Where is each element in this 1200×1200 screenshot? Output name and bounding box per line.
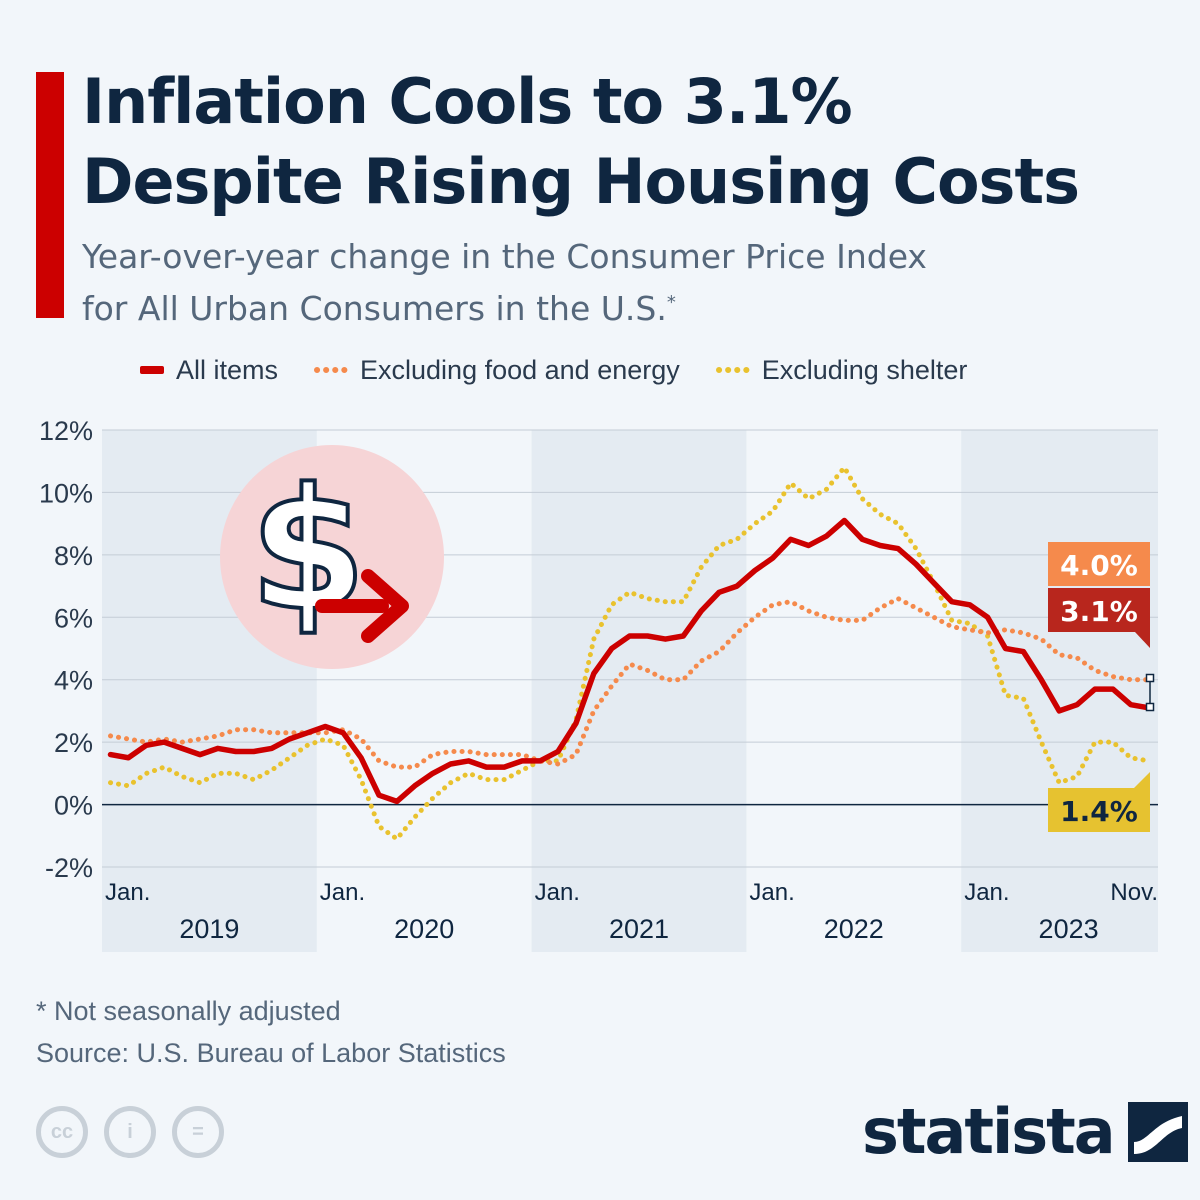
subtitle-line-2-wrap: for All Urban Consumers in the U.S.* <box>82 280 1162 332</box>
license-icons: cc i = <box>36 1106 224 1158</box>
title-line-1: Inflation Cools to 3.1% <box>82 65 853 138</box>
subtitle-line-2: for All Urban Consumers in the U.S. <box>82 289 667 328</box>
end-label-core-text: 4.0% <box>1060 549 1138 582</box>
y-tick-label: 10% <box>39 478 93 508</box>
footnote-block: * Not seasonally adjusted Source: U.S. B… <box>36 990 506 1074</box>
title-line-2: Despite Rising Housing Costs <box>82 145 1080 218</box>
dollar-down-arrow-icon: $ <box>220 445 444 669</box>
line-core <box>108 596 1152 770</box>
legend-swatch-core <box>314 367 349 373</box>
x-month-label: Jan. <box>749 879 794 906</box>
legend-item-ex-shelter: Excluding shelter <box>715 354 968 386</box>
cc-icon[interactable]: cc <box>36 1106 88 1158</box>
accent-bar <box>36 72 64 318</box>
x-year-label: 2020 <box>394 914 454 944</box>
y-tick-label: 0% <box>54 791 93 821</box>
x-year-label: 2021 <box>609 914 669 944</box>
subtitle-line-1: Year-over-year change in the Consumer Pr… <box>82 237 927 276</box>
y-tick-label: 4% <box>54 666 93 696</box>
line-ex-shelter <box>108 465 1152 842</box>
legend-swatch-ex-shelter <box>715 367 750 373</box>
legend-swatch-all-items <box>140 366 164 374</box>
legend-label-ex-shelter: Excluding shelter <box>761 354 968 385</box>
footnote-source: Source: U.S. Bureau of Labor Statistics <box>36 1038 506 1068</box>
year-band-2021 <box>531 430 747 952</box>
legend: All items Excluding food and energy Excl… <box>140 350 967 390</box>
y-axis-ticks: -2% 0% 2% 4% 6% 8% 10% 12% <box>39 416 93 883</box>
x-month-label: Jan. <box>105 879 150 906</box>
end-label-all-items: 3.1% <box>1048 588 1150 648</box>
end-label-connector <box>1145 673 1155 712</box>
x-axis-labels: Jan. 2019 Jan. 2020 Jan. 2021 Jan. 2022 Jan. 2023… <box>105 879 1158 944</box>
line-all-items <box>107 517 1152 805</box>
x-month-label: Jan. <box>320 879 365 906</box>
year-band-2023 <box>961 430 1158 952</box>
brand-name: statista <box>862 1095 1116 1168</box>
y-tick-label: 8% <box>54 541 93 571</box>
y-tick-label: 2% <box>54 728 93 758</box>
x-year-label: 2023 <box>1039 914 1099 944</box>
legend-label-core: Excluding food and energy <box>360 354 680 385</box>
x-year-label: 2019 <box>179 914 239 944</box>
end-label-ex-shelter-text: 1.4% <box>1060 795 1138 828</box>
y-tick-label: 12% <box>39 416 93 446</box>
y-tick-label: 6% <box>54 603 93 633</box>
subtitle-asterisk: * <box>666 292 676 313</box>
y-tick-label: -2% <box>45 853 93 883</box>
end-label-core: 4.0% <box>1048 542 1150 586</box>
x-month-label: Jan. <box>535 879 580 906</box>
cpi-line-chart: -2%0%2%4%6%8%10%12% $ Jan.2019Jan.2020Ja… <box>39 416 1158 952</box>
x-month-label-end: Nov. <box>1110 879 1158 906</box>
subtitle: Year-over-year change in the Consumer Pr… <box>82 234 1162 332</box>
brand[interactable]: statista <box>862 1095 1188 1168</box>
series-lines <box>107 465 1152 842</box>
end-label-ex-shelter: 1.4% <box>1048 772 1150 832</box>
x-year-label: 2022 <box>824 914 884 944</box>
svg-text:$: $ <box>250 452 367 648</box>
no-derivatives-icon[interactable]: = <box>172 1106 224 1158</box>
page-title: Inflation Cools to 3.1% Despite Rising H… <box>82 62 1162 222</box>
statista-logo-icon <box>1127 1101 1188 1162</box>
x-month-label: Jan. <box>964 879 1009 906</box>
end-label-all-items-text: 3.1% <box>1060 595 1138 628</box>
attribution-icon[interactable]: i <box>104 1106 156 1158</box>
legend-item-all-items: All items <box>140 355 278 386</box>
legend-label-all-items: All items <box>176 354 279 385</box>
legend-item-core: Excluding food and energy <box>314 355 680 386</box>
footnote-note: * Not seasonally adjusted <box>36 996 341 1026</box>
